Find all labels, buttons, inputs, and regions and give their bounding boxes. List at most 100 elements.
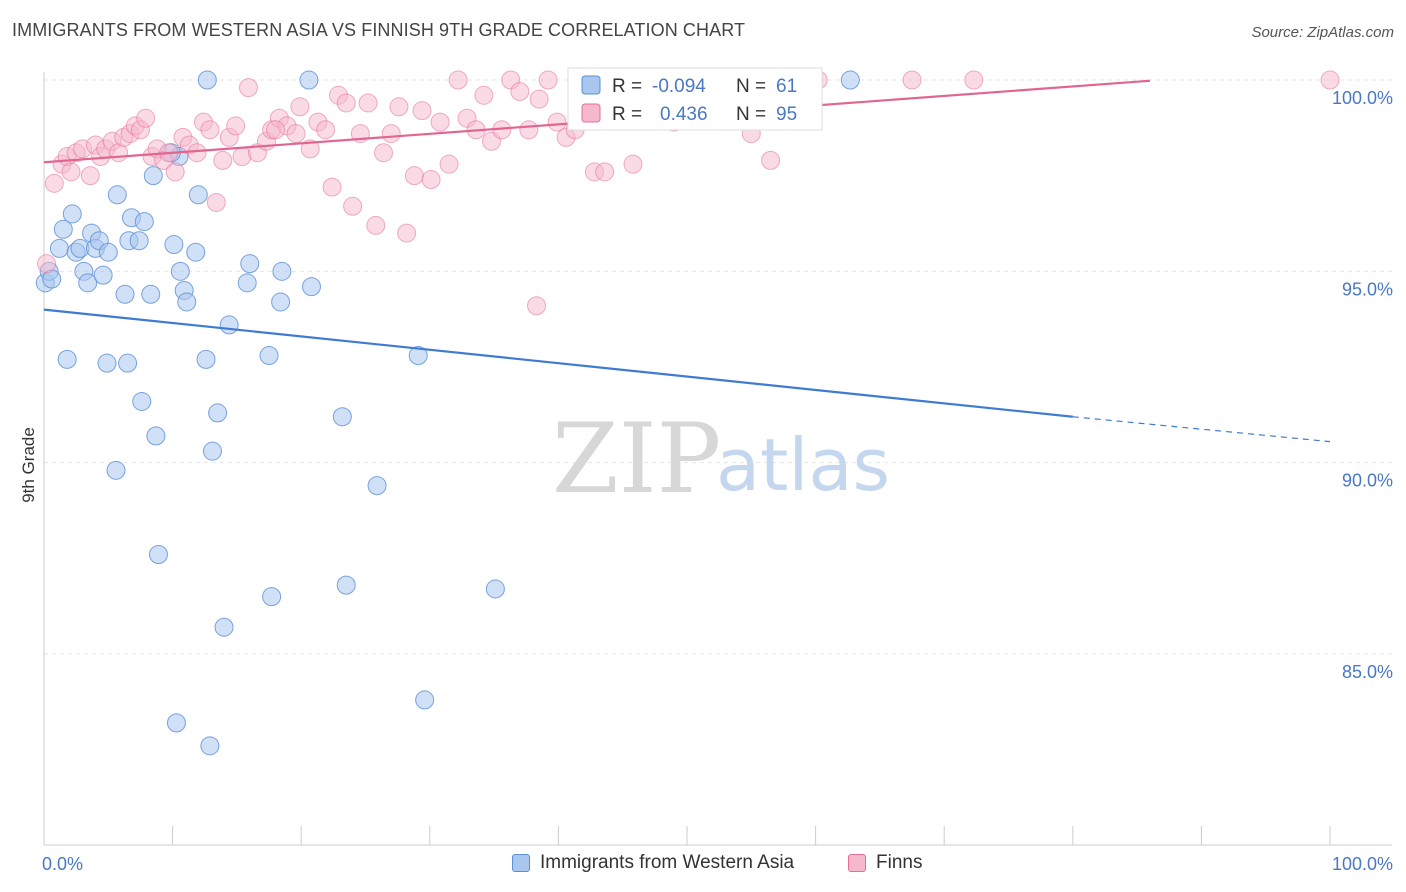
legend-n-value-1: 61 bbox=[776, 76, 797, 97]
data-point-finns bbox=[136, 108, 156, 128]
data-point-western-asia bbox=[129, 231, 149, 251]
data-point-western-asia bbox=[57, 349, 77, 369]
data-point-western-asia bbox=[62, 204, 82, 224]
data-point-western-asia bbox=[214, 617, 234, 637]
y-tick-label: 90.0% bbox=[1342, 471, 1393, 491]
data-point-western-asia bbox=[332, 407, 352, 427]
data-point-finns bbox=[213, 150, 233, 170]
data-point-finns bbox=[290, 97, 310, 117]
data-point-western-asia bbox=[840, 70, 860, 90]
legend-label-western-asia: Immigrants from Western Asia bbox=[540, 852, 795, 873]
data-point-finns bbox=[902, 70, 922, 90]
y-axis-label: 9th Grade bbox=[19, 427, 38, 503]
legend-label-finns: Finns bbox=[876, 852, 923, 873]
data-point-western-asia bbox=[134, 212, 154, 232]
data-point-western-asia bbox=[367, 476, 387, 496]
source-label: Source: ZipAtlas.com bbox=[1251, 24, 1394, 41]
data-point-finns bbox=[1320, 70, 1340, 90]
data-point-western-asia bbox=[188, 185, 208, 205]
data-point-western-asia bbox=[97, 353, 117, 373]
data-point-western-asia bbox=[166, 713, 186, 733]
data-point-western-asia bbox=[98, 242, 118, 262]
data-point-finns bbox=[595, 162, 615, 182]
data-point-western-asia bbox=[336, 575, 356, 595]
data-point-finns bbox=[366, 215, 386, 235]
legend-swatch-finns bbox=[848, 854, 866, 872]
data-point-western-asia bbox=[141, 284, 161, 304]
x-tick-labels: 0.0% 100.0% bbox=[42, 854, 1393, 874]
data-point-western-asia bbox=[272, 261, 292, 281]
data-point-western-asia bbox=[164, 235, 184, 255]
data-point-finns bbox=[265, 120, 285, 140]
data-point-western-asia bbox=[200, 736, 220, 756]
data-point-western-asia bbox=[146, 426, 166, 446]
legend-r-label-1: R = bbox=[612, 76, 642, 97]
watermark-zip: ZIP bbox=[552, 403, 721, 515]
data-point-finns bbox=[61, 162, 81, 182]
data-point-finns bbox=[547, 112, 567, 132]
data-point-western-asia bbox=[301, 277, 321, 297]
data-point-finns bbox=[37, 254, 57, 274]
data-point-western-asia bbox=[219, 315, 239, 335]
data-point-finns bbox=[226, 116, 246, 136]
legend-n-label-1: N = bbox=[736, 76, 766, 97]
data-point-western-asia bbox=[415, 690, 435, 710]
bottom-legend: Immigrants from Western Asia Finns bbox=[0, 852, 1406, 878]
legend-swatch-pink bbox=[581, 103, 601, 123]
data-point-western-asia bbox=[118, 353, 138, 373]
data-point-western-asia bbox=[115, 284, 135, 304]
data-point-finns bbox=[358, 93, 378, 113]
x-tick-label: 100.0% bbox=[1332, 854, 1393, 874]
data-point-western-asia bbox=[148, 545, 168, 565]
chart-title: IMMIGRANTS FROM WESTERN ASIA VS FINNISH … bbox=[12, 20, 746, 40]
y-tick-label: 95.0% bbox=[1342, 279, 1393, 299]
data-point-western-asia bbox=[186, 242, 206, 262]
data-point-finns bbox=[404, 166, 424, 186]
data-point-western-asia bbox=[143, 166, 163, 186]
data-point-western-asia bbox=[485, 579, 505, 599]
data-point-finns bbox=[397, 223, 417, 243]
data-point-finns bbox=[381, 124, 401, 144]
data-point-finns bbox=[421, 169, 441, 189]
y-tick-label: 85.0% bbox=[1342, 662, 1393, 682]
data-point-western-asia bbox=[170, 261, 190, 281]
legend-swatch-western-asia bbox=[512, 854, 530, 872]
legend-r-value-2: 0.436 bbox=[660, 104, 708, 125]
legend-n-label-2: N = bbox=[736, 104, 766, 125]
legend-item-finns[interactable]: Finns bbox=[848, 852, 922, 874]
data-point-finns bbox=[206, 192, 226, 212]
data-point-western-asia bbox=[408, 346, 428, 366]
grid-lines bbox=[44, 79, 1392, 655]
axes bbox=[43, 72, 1392, 846]
data-point-finns bbox=[343, 196, 363, 216]
data-point-western-asia bbox=[237, 273, 257, 293]
data-point-finns bbox=[44, 173, 64, 193]
data-point-finns bbox=[165, 162, 185, 182]
data-point-western-asia bbox=[262, 587, 282, 607]
data-point-western-asia bbox=[78, 273, 98, 293]
legend-swatch-blue bbox=[581, 75, 601, 95]
data-point-finns bbox=[510, 81, 530, 101]
data-point-western-asia bbox=[197, 70, 217, 90]
data-point-finns bbox=[448, 70, 468, 90]
data-point-finns bbox=[316, 120, 336, 140]
x-tick-label: 0.0% bbox=[42, 854, 83, 874]
data-point-finns bbox=[412, 101, 432, 121]
y-tick-labels: 100.0% 95.0% 90.0% 85.0% bbox=[1332, 88, 1393, 682]
data-point-finns bbox=[187, 143, 207, 163]
data-point-finns bbox=[389, 97, 409, 117]
data-point-western-asia bbox=[132, 391, 152, 411]
series-western-asia-points bbox=[35, 70, 860, 756]
data-point-western-asia bbox=[49, 238, 69, 258]
data-point-finns bbox=[964, 70, 984, 90]
legend-r-label-2: R = bbox=[612, 104, 642, 125]
data-point-western-asia bbox=[259, 346, 279, 366]
data-point-finns bbox=[430, 112, 450, 132]
legend-item-western-asia[interactable]: Immigrants from Western Asia bbox=[512, 852, 794, 874]
data-point-finns bbox=[761, 150, 781, 170]
data-point-finns bbox=[474, 85, 494, 105]
data-point-western-asia bbox=[299, 70, 319, 90]
data-point-finns bbox=[519, 120, 539, 140]
y-tick-label: 100.0% bbox=[1332, 88, 1393, 108]
